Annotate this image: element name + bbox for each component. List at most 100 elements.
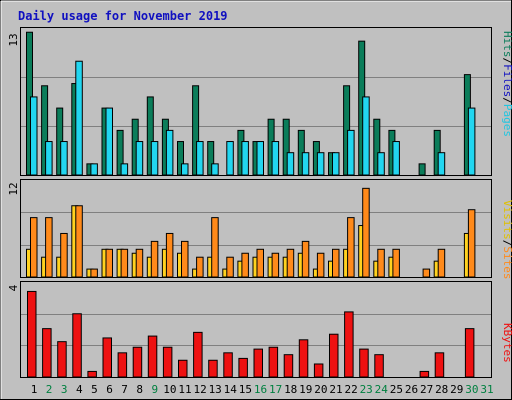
day-label: 13 [209,383,222,396]
hits-bar [116,129,124,176]
sites-bar [301,240,310,278]
sites-bar [196,256,204,278]
day-label: 1 [31,383,38,396]
sites-bar [271,252,280,278]
sites-bar [211,217,219,278]
files-bar [377,152,385,176]
sites-bar [165,232,174,278]
sites-bar [90,268,98,278]
hits-bar [207,141,215,176]
kbytes-bar [72,313,82,378]
day-label: 3 [61,383,68,396]
sites-bar [45,217,53,278]
sites-bar [105,248,113,278]
files-bar [226,141,234,176]
sites-bar [332,248,340,278]
sites-bar [422,268,431,278]
files-bar [392,141,400,176]
files-bar [241,141,249,176]
kbytes-bar [344,311,354,378]
kbytes-bar [208,359,218,378]
sites-bar [135,248,144,278]
sites-bar [286,248,295,278]
sites-bar [150,240,159,278]
hits-files-side-legend: Hits/Files/Pages [501,31,512,137]
hits-bar [282,118,290,176]
sites-bar [60,232,68,278]
hits-bar [192,85,200,176]
kbytes-bar [313,363,324,378]
day-label: 14 [224,383,238,396]
legend-sites: Sites [501,246,512,279]
x-axis-day-labels: 1 2 3 4 5 6 7 8 9 10 11 12 13 14 15 16 17 18 19 20 21 22 23 24 2… [31,383,494,396]
day-label: 26 [405,383,418,396]
day-label: 25 [390,383,403,396]
hits-bar [418,163,426,176]
kbytes-bar [42,328,52,378]
day-label: 22 [344,383,357,396]
legend-files: Files [501,64,512,97]
kbytes-bar [147,335,158,378]
files-bar [75,60,83,176]
files-bar [105,107,113,176]
day-label: 6 [106,383,113,396]
day-label: 5 [91,383,98,396]
day-label: 2 [46,383,53,396]
day-label: 27 [420,383,433,396]
day-label: 23 [360,383,373,396]
files-bar [90,163,98,176]
kbytes-bar [359,348,369,378]
sites-bar [30,217,38,278]
day-label: 30 [465,383,478,396]
kbytes-bar [162,346,173,378]
hits-bar [41,85,49,176]
day-label: 10 [163,383,176,396]
day-label: 8 [136,383,143,396]
files-bar [286,152,295,176]
files-bar [135,141,144,176]
legend-kbytes: KBytes [501,323,512,363]
files-bar [316,152,325,176]
files-bar [30,96,38,176]
files-bar [165,129,174,176]
kbytes-bar [298,339,309,378]
files-bar [271,141,280,176]
day-label: 19 [299,383,312,396]
kbytes-bar [27,290,37,378]
legend-visits: Visits [501,200,512,240]
kbytes-bar [434,352,445,378]
kbytes-bar [268,346,279,378]
day-label: 21 [329,383,342,396]
sites-bar [120,248,129,278]
files-bar [332,152,340,176]
bars-layer [26,31,476,378]
kbytes-bar [193,331,203,378]
kbytes-bar [223,352,233,378]
files-bar [120,163,129,176]
kbytes-bar [178,359,188,378]
sites-bar [392,248,400,278]
files-bar [60,141,68,176]
kbytes-bar [464,328,475,378]
sites-bar [226,256,234,278]
kbytes-max-label: 4 [7,284,20,291]
sites-bar [467,209,476,278]
day-label: 7 [121,383,128,396]
kbytes-bar [283,354,294,378]
hits-bar [146,96,154,176]
kbytes-bar [419,370,430,378]
day-label: 12 [193,383,206,396]
sites-bar [241,252,249,278]
kbytes-bar [329,333,339,378]
day-label: 28 [435,383,448,396]
day-label: 18 [284,383,297,396]
kbytes-bar [57,341,67,378]
day-label: 4 [76,383,83,396]
sites-bar [181,240,189,278]
sites-bar [75,205,83,278]
legend-hits: Hits [501,31,512,58]
kbytes-bar [238,357,248,378]
files-bar [437,152,446,176]
files-bar [467,107,476,176]
